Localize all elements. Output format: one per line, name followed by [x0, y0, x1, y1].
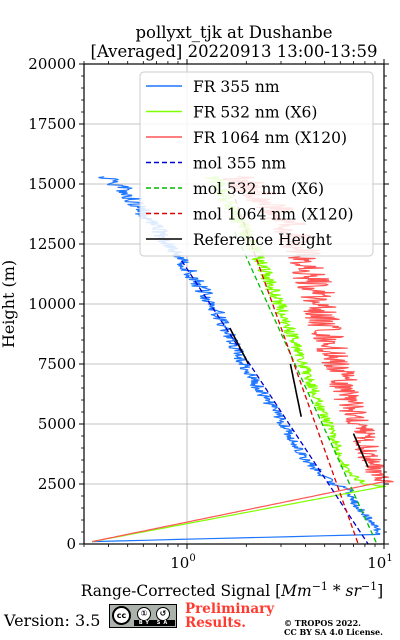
legend-label: mol 355 nm — [193, 155, 286, 173]
y-axis-label: Height (m) — [0, 260, 18, 348]
legend: FR 355 nm FR 532 nm (X6) FR 1064 nm (X120)… — [139, 71, 374, 257]
license-strip: BY SA — [134, 620, 175, 626]
series-group — [229, 327, 369, 468]
x-axis-label-times: * — [328, 582, 346, 600]
reference-height-segment — [229, 327, 250, 365]
y-tick-label: 15000 — [28, 175, 76, 193]
preliminary-line2: Results. — [185, 615, 246, 631]
copyright-line1: © TROPOS 2022. — [284, 618, 361, 628]
y-tick-label: 12500 — [28, 235, 76, 253]
copyright-line2: CC BY SA 4.0 License. — [284, 627, 383, 637]
legend-box — [139, 71, 374, 257]
preliminary-line1: Preliminary — [185, 601, 275, 617]
y-tick-label: 17500 — [28, 115, 76, 133]
cc-icon: cc — [112, 606, 131, 625]
molecular-profile-line — [234, 231, 378, 545]
chart-title-line1: pollyxt_tjk at Dushanbe — [135, 23, 333, 42]
legend-label: mol 532 nm (X6) — [193, 180, 324, 198]
x-axis-label-prefix: Range-Corrected Signal [ — [81, 582, 281, 600]
x-axis-label-unit1: Mm — [280, 582, 312, 600]
copyright-notice: © TROPOS 2022. CC BY SA 4.0 License. — [284, 619, 383, 637]
preliminary-notice: Preliminary Results. — [185, 602, 274, 630]
series-group — [234, 231, 378, 545]
cc-license-badge: cc ① ↺ BY SA — [109, 604, 177, 628]
y-tick-label: 0 — [66, 535, 76, 553]
x-axis-label-unit2: sr — [346, 582, 363, 600]
y-tick-label: 5000 — [38, 415, 76, 433]
by-icon: ① — [137, 607, 151, 621]
chart-title-line2: [Averaged] 20220913 13:00-13:59 — [90, 42, 378, 61]
x-axis-label-unit2-exp: −1 — [361, 580, 377, 593]
x-axis-label: Range-Corrected Signal [Mm−1 * sr−1] — [81, 580, 383, 600]
y-tick-label: 10000 — [28, 295, 76, 313]
y-tick-label: 7500 — [38, 355, 76, 373]
legend-label: FR 1064 nm (X120) — [193, 129, 347, 147]
legend-label: mol 1064 nm (X120) — [193, 206, 354, 224]
series-group — [181, 260, 369, 545]
legend-label: FR 355 nm — [193, 78, 280, 96]
x-axis-label-unit1-exp: −1 — [312, 580, 328, 593]
sa-icon: ↺ — [156, 607, 170, 621]
reference-height-segment — [289, 363, 302, 417]
x-axis-label-suffix: ] — [377, 582, 383, 600]
version-label: Version: 3.5 — [4, 611, 101, 630]
y-tick-label: 20000 — [28, 55, 76, 73]
x-tick-label: 100 — [170, 553, 195, 572]
legend-label: Reference Height — [193, 231, 333, 249]
molecular-profile-line — [181, 260, 369, 545]
reference-height-segment — [352, 433, 369, 468]
legend-label: FR 532 nm (X6) — [193, 104, 317, 122]
y-tick-label: 2500 — [38, 475, 76, 493]
axis-ticks: 0 2500 5000 7500 10000 12500 15000 17500 20000 10… — [28, 55, 392, 572]
x-tick-label: 101 — [367, 553, 392, 572]
